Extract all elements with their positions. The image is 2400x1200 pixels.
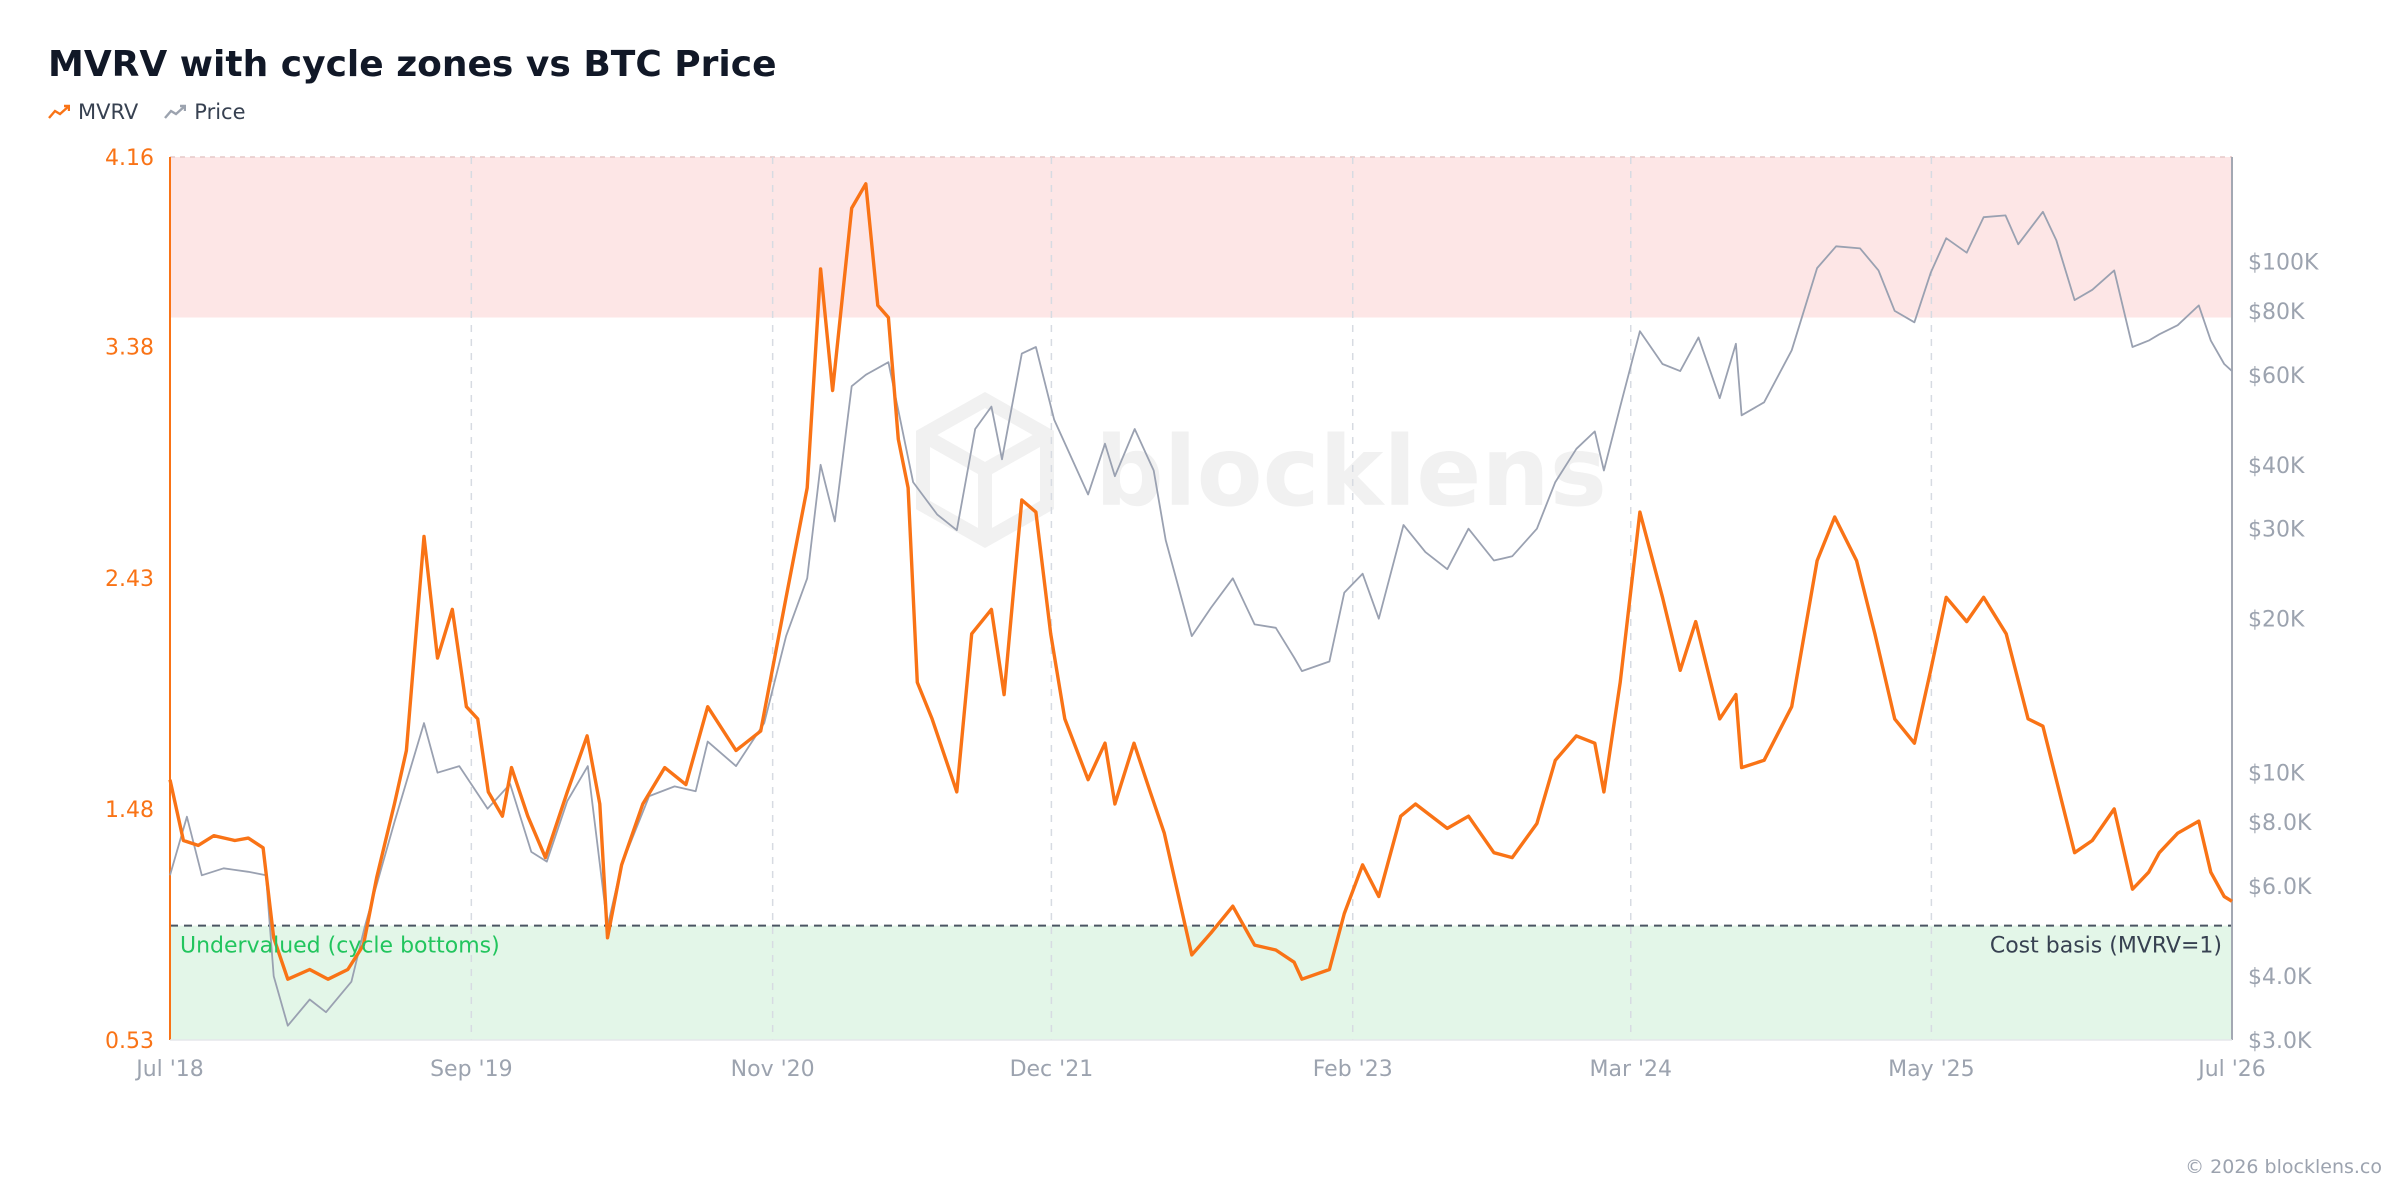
mvrv-series-line[interactable]	[168, 182, 2233, 981]
chart-title: MVRV with cycle zones vs BTC Price	[48, 44, 777, 85]
y-left-tick-label: 3.38	[105, 336, 154, 361]
x-tick-label: Nov '20	[731, 1057, 815, 1082]
x-tick-label: May '25	[1888, 1057, 1975, 1082]
legend-item-mvrv[interactable]: MVRV	[48, 100, 138, 124]
x-tick-label: Jul '18	[134, 1057, 204, 1082]
y-left-tick-label: 4.16	[105, 146, 154, 171]
x-tick-label: Sep '19	[430, 1057, 513, 1082]
cube-logo-icon	[916, 391, 1054, 549]
line-chart-icon	[164, 104, 187, 119]
legend-label-price: Price	[194, 100, 246, 124]
y-left-tick-label: 2.43	[105, 567, 154, 592]
x-tick-label: Mar '24	[1589, 1057, 1672, 1082]
chart-legend: MVRV Price	[48, 100, 246, 124]
legend-item-price[interactable]: Price	[164, 100, 246, 124]
copyright-footer: © 2026 blocklens.co	[2185, 1156, 2382, 1178]
legend-label-mvrv: MVRV	[78, 100, 139, 124]
watermark-text: blocklens	[1095, 416, 1607, 528]
y-right-tick-label: $3.0K	[2248, 1029, 2312, 1054]
y-right-tick-label: $80K	[2248, 300, 2305, 325]
cost-basis-label: Cost basis (MVRV=1)	[1990, 934, 2222, 959]
y-right-tick-label: $60K	[2248, 364, 2305, 389]
watermark: blocklens	[916, 391, 1607, 549]
y-right-tick-label: $20K	[2248, 608, 2305, 633]
line-chart-icon	[48, 104, 70, 119]
overvalued-zone	[170, 157, 2232, 318]
y-left-tick-label: 0.53	[105, 1029, 154, 1054]
y-right-tick-label: $10K	[2248, 762, 2305, 787]
y-right-tick-label: $100K	[2248, 250, 2319, 275]
undervalued-zone-label: Undervalued (cycle bottoms)	[180, 934, 500, 959]
x-tick-label: Jul '26	[2196, 1057, 2266, 1082]
y-left-tick-label: 1.48	[105, 798, 154, 823]
x-tick-label: Feb '23	[1313, 1057, 1393, 1082]
y-right-tick-label: $4.0K	[2248, 965, 2312, 990]
y-right-tick-label: $6.0K	[2248, 875, 2312, 900]
y-right-tick-label: $40K	[2248, 454, 2305, 479]
y-right-tick-label: $30K	[2248, 518, 2305, 543]
price-series-line[interactable]	[169, 210, 2233, 1027]
x-tick-label: Dec '21	[1010, 1057, 1094, 1082]
y-right-tick-label: $8.0K	[2248, 811, 2312, 836]
